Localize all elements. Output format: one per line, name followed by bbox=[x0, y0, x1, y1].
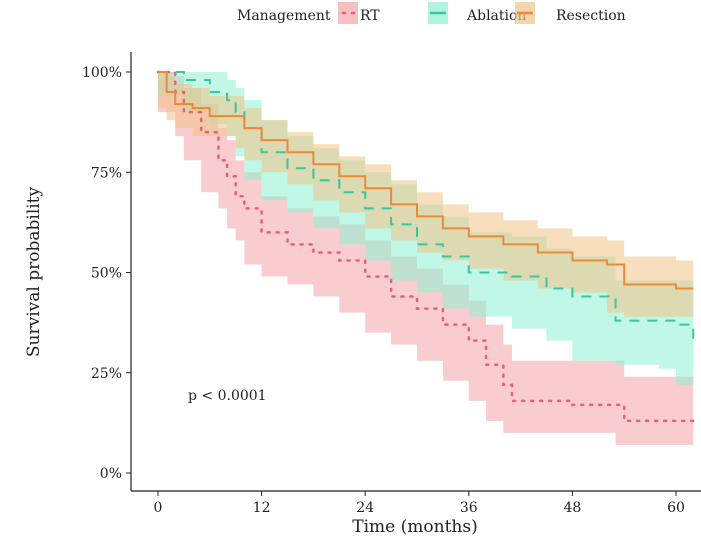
x-tick-label: 0 bbox=[154, 500, 163, 516]
resection-confidence-band bbox=[158, 72, 694, 317]
x-tick-label: 48 bbox=[563, 500, 581, 516]
x-tick-label: 12 bbox=[253, 500, 271, 516]
confidence-bands bbox=[158, 72, 694, 445]
legend: Management RT Ablation Resection bbox=[237, 2, 626, 24]
axes: 0 12 24 36 48 60 0% 25% 50% 75% 100% bbox=[82, 52, 701, 516]
p-value-annotation: p < 0.0001 bbox=[188, 388, 267, 404]
legend-label-ablation: Ablation bbox=[466, 8, 526, 24]
y-tick-label: 25% bbox=[91, 366, 122, 382]
x-tick-label: 36 bbox=[460, 500, 478, 516]
y-axis-label: Survival probability bbox=[24, 186, 44, 357]
rt-survival-curve bbox=[156, 70, 695, 423]
legend-label-rt: RT bbox=[360, 8, 380, 24]
resection-survival-curve bbox=[158, 71, 694, 290]
x-axis-label: Time (months) bbox=[352, 517, 477, 537]
legend-key-rt bbox=[338, 2, 358, 24]
y-tick-label: 75% bbox=[91, 165, 122, 181]
legend-label-resection: Resection bbox=[556, 8, 626, 24]
x-tick-label: 60 bbox=[667, 500, 685, 516]
survival-curves bbox=[156, 70, 695, 423]
x-tick-label: 24 bbox=[356, 500, 374, 516]
y-tick-label: 0% bbox=[100, 466, 122, 482]
legend-title: Management bbox=[237, 8, 331, 24]
y-tick-label: 100% bbox=[82, 65, 122, 81]
y-tick-label: 50% bbox=[91, 266, 122, 282]
